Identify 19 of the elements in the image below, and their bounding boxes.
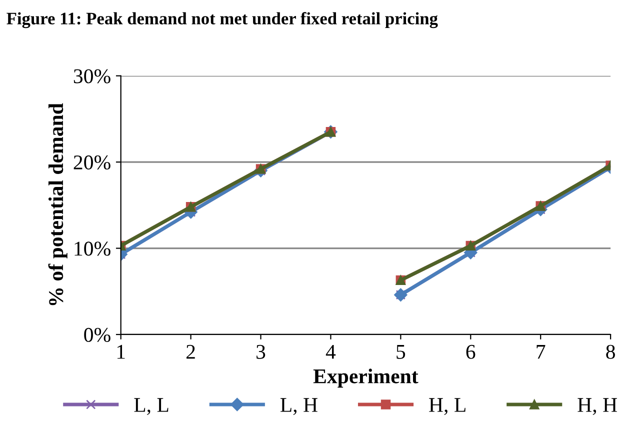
x-tick-label: 2 [186,344,195,359]
x-tick-label: 7 [536,345,546,359]
y-tick-label: 30% [74,69,110,84]
y-tick-label: 10% [74,242,110,256]
legend-label: L, H [280,398,318,416]
x-tick-label: 4 [326,344,336,359]
y-tick-label: 20% [74,155,110,170]
legend-label: H, L [429,398,466,416]
x-tick-label: 8 [606,344,615,359]
x-tick-label: 5 [396,345,406,359]
chart-title: Figure 11: Peak demand not met under fixed retail pricing [6,12,438,28]
x-tick-label: 6 [466,344,476,359]
legend-label: H, H [578,398,617,416]
x-axis-title: Experiment [313,368,418,388]
legend-label: L, L [134,398,168,416]
x-tick-label: 3 [256,344,266,359]
x-tick-label: 1 [117,344,125,359]
y-tick-label: 0% [84,328,110,342]
y-axis-title: % of potential demand [48,103,68,306]
